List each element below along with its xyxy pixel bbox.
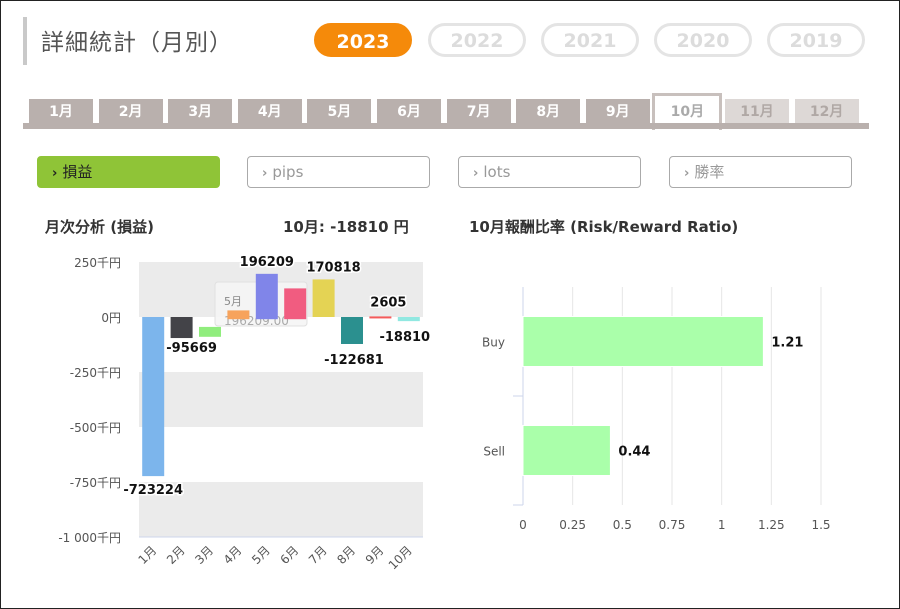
y-tick-label: 0円 bbox=[101, 311, 121, 325]
bar-1月[interactable] bbox=[142, 317, 165, 477]
data-label: 196209 bbox=[240, 255, 294, 270]
x-tick-label: 1.25 bbox=[758, 518, 785, 532]
metric-label: pips bbox=[272, 163, 304, 181]
bar-5月[interactable] bbox=[255, 273, 278, 320]
x-tick-label: 0.75 bbox=[659, 518, 686, 532]
x-tick-label: 0.25 bbox=[559, 518, 586, 532]
data-label: 1.21 bbox=[771, 336, 803, 351]
bar-8月[interactable] bbox=[341, 317, 363, 344]
bar-Sell[interactable] bbox=[522, 425, 611, 476]
month-tab-5[interactable]: 5月 bbox=[307, 99, 372, 125]
chevron-right-icon: › bbox=[52, 166, 58, 181]
month-tab-1[interactable]: 1月 bbox=[29, 99, 93, 125]
month-tab-4[interactable]: 4月 bbox=[237, 99, 302, 125]
bar-10月[interactable] bbox=[397, 317, 420, 322]
rr-ratio-title: 10月報酬比率 (Risk/Reward Ratio) bbox=[469, 218, 739, 236]
bar-Buy[interactable] bbox=[522, 316, 764, 367]
year-tab-2022[interactable]: 2022 bbox=[428, 23, 526, 57]
bar-9月[interactable] bbox=[369, 316, 392, 319]
year-tab-2019[interactable]: 2019 bbox=[767, 23, 865, 57]
month-tab-strip bbox=[23, 123, 869, 129]
month-tab-7[interactable]: 7月 bbox=[446, 99, 511, 125]
metric-button-1[interactable]: › pips bbox=[247, 156, 430, 188]
category-label: Buy bbox=[482, 336, 505, 350]
y-tick-label: 250千円 bbox=[74, 256, 121, 270]
y-tick-label: -1 000千円 bbox=[58, 531, 121, 545]
bar-6月[interactable] bbox=[284, 288, 307, 320]
data-label: -122681 bbox=[324, 353, 384, 368]
page-title: 詳細統計（月別） bbox=[41, 30, 233, 56]
risk-reward-chart: 0 0.25 0.5 0.75 1 1.25 1.5 Buy 1.21 Sell 0.44 bbox=[482, 287, 831, 532]
grid-band bbox=[139, 372, 423, 427]
monthly-analysis-title: 月次分析 (損益) bbox=[45, 218, 154, 236]
chevron-right-icon: › bbox=[473, 166, 479, 181]
data-label: -723224 bbox=[123, 483, 183, 498]
x-tick-label: 9月 bbox=[363, 543, 387, 567]
x-tick-label: 10月 bbox=[386, 543, 415, 572]
x-tick-label: 0 bbox=[519, 518, 527, 532]
metric-label: 損益 bbox=[62, 163, 93, 181]
data-label: 0.44 bbox=[618, 445, 650, 460]
data-label: 170818 bbox=[306, 260, 360, 275]
grid-band bbox=[139, 482, 423, 537]
metric-button-2[interactable]: › lots bbox=[458, 156, 641, 188]
x-tick-label: 7月 bbox=[306, 543, 330, 567]
bar-2月[interactable] bbox=[170, 317, 193, 339]
y-tick-label: -500千円 bbox=[70, 421, 121, 435]
month-tab-12[interactable]: 12月 bbox=[794, 99, 859, 125]
bar-3月[interactable] bbox=[199, 326, 221, 337]
metric-label: lots bbox=[483, 163, 511, 181]
month-tab-11[interactable]: 11月 bbox=[725, 99, 789, 125]
x-tick-label: 6月 bbox=[278, 543, 302, 567]
x-tick-label: 1 bbox=[718, 518, 726, 532]
year-tab-2023[interactable]: 2023 bbox=[314, 23, 412, 57]
y-tick-label: -250千円 bbox=[70, 366, 121, 380]
title-bar: 詳細統計（月別） bbox=[23, 17, 232, 65]
x-tick-label: 0.5 bbox=[613, 518, 632, 532]
category-label: Sell bbox=[483, 445, 505, 459]
monthly-summary: 10月: -18810 円 bbox=[283, 218, 409, 236]
month-tab-8[interactable]: 8月 bbox=[516, 99, 581, 125]
month-tab-6[interactable]: 6月 bbox=[377, 99, 441, 125]
month-tab-3[interactable]: 3月 bbox=[168, 99, 233, 125]
bar-4月[interactable] bbox=[227, 310, 250, 320]
metric-button-3[interactable]: › 勝率 bbox=[669, 156, 852, 188]
x-tick-label: 3月 bbox=[192, 543, 216, 567]
metric-button-0[interactable]: › 損益 bbox=[37, 156, 220, 188]
month-tab-9[interactable]: 9月 bbox=[585, 99, 650, 125]
year-tab-2020[interactable]: 2020 bbox=[654, 23, 752, 57]
x-tick-label: 1月 bbox=[136, 543, 160, 567]
x-tick-label: 2月 bbox=[164, 543, 188, 567]
chevron-right-icon: › bbox=[684, 166, 690, 181]
tooltip-month: 5月 bbox=[224, 295, 242, 308]
x-tick-label: 4月 bbox=[221, 543, 245, 567]
bar-7月[interactable] bbox=[312, 279, 335, 317]
data-label: -18810 bbox=[379, 330, 430, 345]
data-label: -95669 bbox=[166, 341, 217, 356]
waterfall-chart: 250千円 0円 -250千円 -500千円 -750千円 -1 000千円 5月 19620… bbox=[58, 253, 431, 572]
metric-label: 勝率 bbox=[694, 163, 725, 181]
month-tab-2[interactable]: 2月 bbox=[98, 99, 163, 125]
y-tick-label: -750千円 bbox=[70, 476, 121, 490]
x-tick-label: 8月 bbox=[334, 543, 358, 567]
chevron-right-icon: › bbox=[262, 166, 268, 181]
data-label: 2605 bbox=[370, 295, 406, 310]
year-tab-2021[interactable]: 2021 bbox=[541, 23, 639, 57]
x-tick-label: 1.5 bbox=[811, 518, 830, 532]
x-tick-label: 5月 bbox=[249, 543, 273, 567]
